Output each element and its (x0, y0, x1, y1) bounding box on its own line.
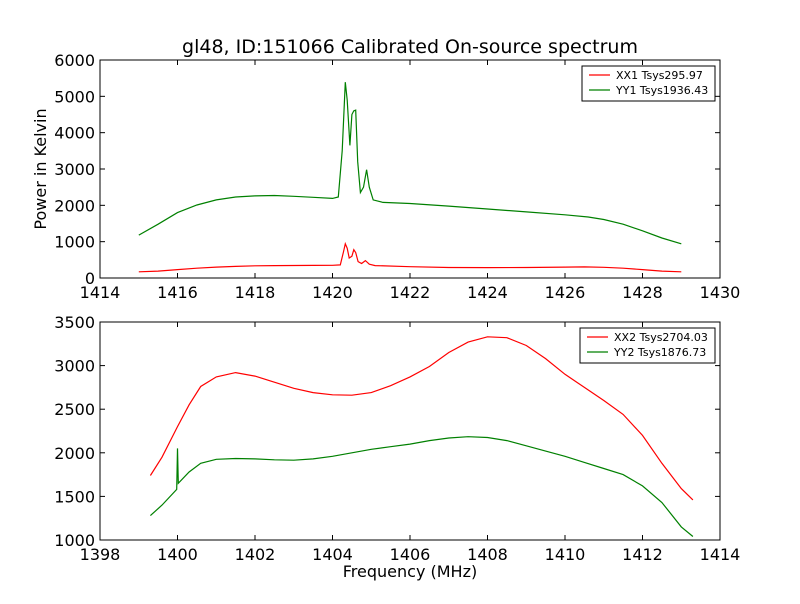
x-tick-label: 1412 (622, 545, 663, 564)
x-tick-label: 1404 (312, 545, 353, 564)
legend-label: YY2 Tsys1876.73 (613, 346, 706, 359)
chart-title: gl48, ID:151066 Calibrated On-source spe… (182, 36, 638, 58)
y-tick-label: 1000 (54, 531, 95, 550)
legend-label: XX1 Tsys295.97 (616, 69, 703, 82)
legend: XX1 Tsys295.97 YY1 Tsys1936.43 (581, 65, 716, 102)
plot-panel-2: 1398 1400 1402 1404 1406 1408 1410 1412 1414 1000… (54, 313, 740, 564)
y-tick-label: 4000 (54, 124, 95, 143)
x-tick-label: 1406 (390, 545, 431, 564)
y-tick-label: 2000 (54, 196, 95, 215)
x-tick-label: 1424 (467, 283, 508, 302)
legend-box (579, 327, 716, 364)
series-line-yy2 (149, 436, 694, 537)
x-tick-label: 1408 (467, 545, 508, 564)
x-tick-label: 1418 (235, 283, 276, 302)
legend-label: XX2 Tsys2704.03 (614, 331, 708, 344)
x-tick-label: 1428 (622, 283, 663, 302)
legend-label: YY1 Tsys1936.43 (615, 84, 708, 97)
x-tick-label: 1398 (80, 545, 121, 564)
series-line-yy1 (138, 82, 682, 245)
series-line-xx2 (149, 336, 694, 501)
x-axis-label-bottom: Frequency (MHz) (343, 562, 477, 581)
x-tick-label: 1414 (700, 545, 741, 564)
x-tick-label: 1402 (235, 545, 276, 564)
x-tick-label: 1414 (80, 283, 121, 302)
y-tick-label: 3000 (54, 357, 95, 376)
y-tick-label: 2000 (54, 444, 95, 463)
x-tick-label: 1416 (157, 283, 198, 302)
x-tick-label: 1410 (545, 545, 586, 564)
y-tick-label: 0 (85, 269, 95, 288)
y-tick-label: 5000 (54, 87, 95, 106)
plot-panel-1: 1414 1416 1418 1420 1422 1424 1426 1428 1430 0 100… (54, 51, 740, 302)
y-axis-label-top: Power in Kelvin (31, 108, 50, 229)
y-tick-label: 6000 (54, 51, 95, 70)
x-tick-label: 1430 (700, 283, 741, 302)
series-line-xx1 (138, 241, 682, 273)
x-tick-label: 1426 (545, 283, 586, 302)
x-tick-label: 1400 (157, 545, 198, 564)
legend: XX2 Tsys2704.03 YY2 Tsys1876.73 (579, 327, 716, 364)
x-tick-label: 1422 (390, 283, 431, 302)
y-tick-label: 2500 (54, 400, 95, 419)
legend-box (581, 65, 716, 102)
y-tick-label: 3500 (54, 313, 95, 332)
x-tick-label: 1420 (312, 283, 353, 302)
y-tick-label: 1500 (54, 487, 95, 506)
y-tick-label: 3000 (54, 160, 95, 179)
y-tick-label: 1000 (54, 233, 95, 252)
